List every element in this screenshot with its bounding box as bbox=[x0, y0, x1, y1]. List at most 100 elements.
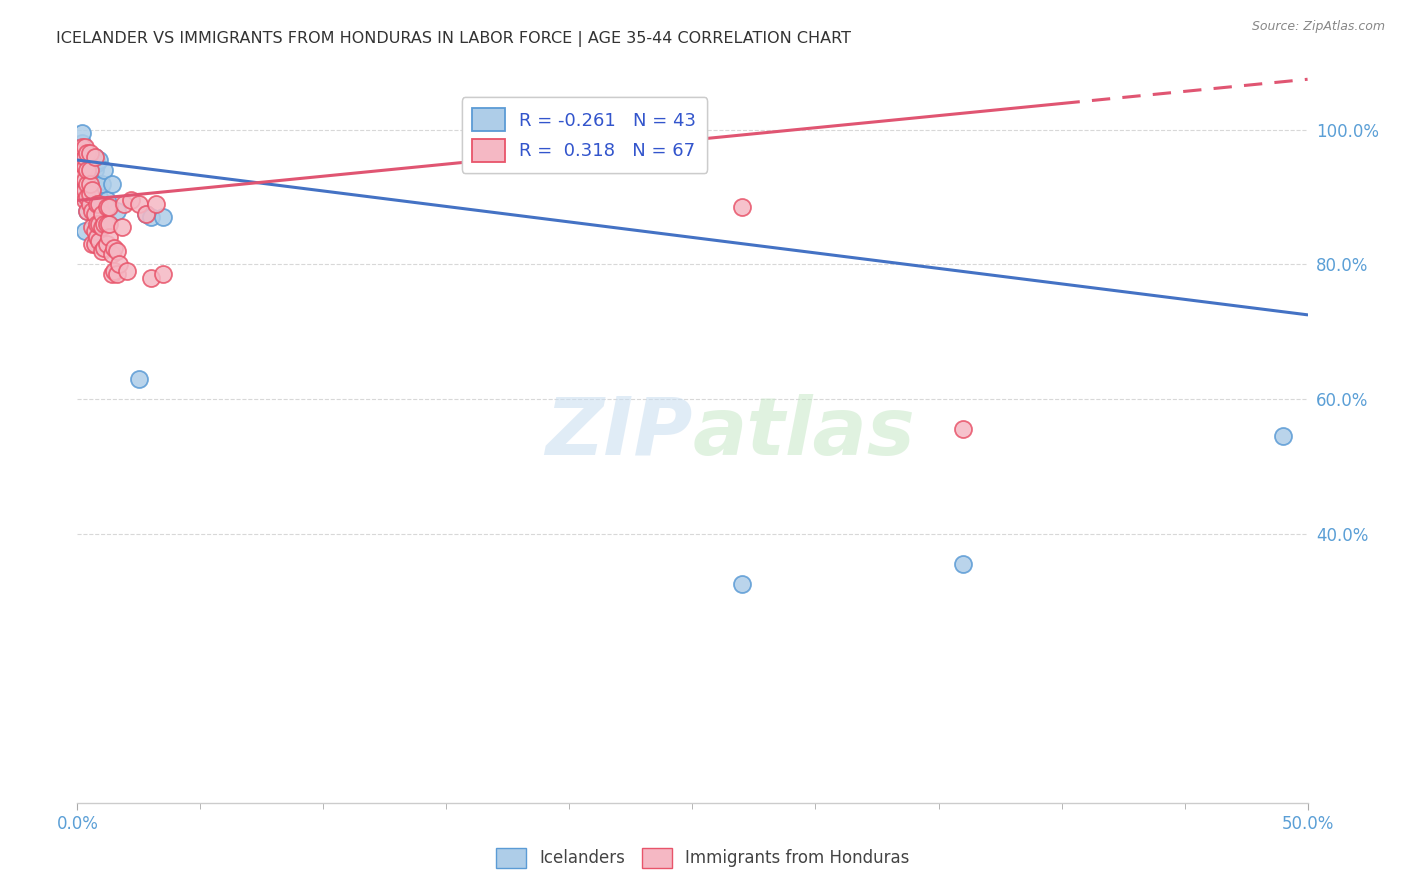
Point bbox=[1272, 429, 1295, 443]
Point bbox=[83, 224, 105, 238]
Point bbox=[90, 177, 114, 191]
Point bbox=[90, 220, 114, 235]
Point bbox=[76, 203, 98, 218]
Point bbox=[101, 247, 124, 261]
Point bbox=[73, 139, 96, 153]
Point bbox=[98, 217, 121, 231]
Point bbox=[952, 557, 974, 571]
Point bbox=[96, 194, 118, 208]
Point bbox=[108, 257, 131, 271]
Point bbox=[105, 203, 128, 218]
Point bbox=[70, 126, 93, 140]
Point bbox=[105, 244, 128, 258]
Point bbox=[152, 211, 174, 225]
Point bbox=[82, 183, 104, 197]
Y-axis label: In Labor Force | Age 35-44: In Labor Force | Age 35-44 bbox=[0, 332, 8, 533]
Point bbox=[70, 163, 93, 178]
Point bbox=[73, 150, 96, 164]
Point bbox=[70, 146, 93, 161]
Point bbox=[145, 196, 167, 211]
Point bbox=[82, 220, 104, 235]
Point bbox=[89, 196, 111, 211]
Point bbox=[76, 163, 98, 178]
Point bbox=[79, 177, 101, 191]
Point bbox=[103, 241, 125, 255]
Point bbox=[73, 194, 96, 208]
Point bbox=[69, 143, 91, 157]
Legend: Icelanders, Immigrants from Honduras: Icelanders, Immigrants from Honduras bbox=[489, 841, 917, 875]
Point bbox=[96, 200, 118, 214]
Point bbox=[111, 220, 132, 235]
Point bbox=[86, 177, 108, 191]
Point bbox=[70, 169, 93, 184]
Point bbox=[105, 268, 128, 282]
Text: atlas: atlas bbox=[693, 393, 915, 472]
Point bbox=[83, 150, 105, 164]
Point bbox=[128, 196, 150, 211]
Point bbox=[69, 139, 91, 153]
Point bbox=[731, 200, 754, 214]
Point bbox=[73, 190, 96, 204]
Point bbox=[89, 234, 111, 248]
Point bbox=[101, 268, 124, 282]
Point bbox=[76, 177, 98, 191]
Point bbox=[69, 153, 91, 167]
Point bbox=[952, 422, 974, 436]
Point bbox=[70, 139, 93, 153]
Point bbox=[112, 196, 135, 211]
Point bbox=[79, 150, 101, 164]
Point bbox=[98, 200, 121, 214]
Point bbox=[70, 150, 93, 164]
Point bbox=[79, 194, 101, 208]
Point bbox=[128, 372, 150, 386]
Point bbox=[73, 183, 96, 197]
Point bbox=[731, 577, 754, 591]
Point bbox=[73, 160, 96, 174]
Point bbox=[86, 230, 108, 244]
Point bbox=[93, 241, 115, 255]
Point bbox=[76, 146, 98, 161]
Point bbox=[86, 217, 108, 231]
Point bbox=[76, 203, 98, 218]
Point bbox=[103, 264, 125, 278]
Point bbox=[141, 270, 163, 285]
Point bbox=[83, 207, 105, 221]
Point bbox=[73, 173, 96, 187]
Point bbox=[79, 177, 101, 191]
Point bbox=[86, 196, 108, 211]
Point bbox=[70, 136, 93, 151]
Point bbox=[98, 230, 121, 244]
Point bbox=[73, 160, 96, 174]
Point bbox=[82, 203, 104, 218]
Text: Source: ZipAtlas.com: Source: ZipAtlas.com bbox=[1251, 20, 1385, 33]
Point bbox=[121, 194, 143, 208]
Text: ZIP: ZIP bbox=[546, 393, 693, 472]
Point bbox=[73, 180, 96, 194]
Point bbox=[79, 186, 101, 201]
Point bbox=[89, 190, 111, 204]
Point bbox=[96, 217, 118, 231]
Point bbox=[96, 237, 118, 252]
Point bbox=[76, 177, 98, 191]
Point bbox=[83, 190, 105, 204]
Point bbox=[89, 153, 111, 167]
Point bbox=[82, 237, 104, 252]
Point bbox=[70, 186, 93, 201]
Point bbox=[135, 207, 157, 221]
Point bbox=[69, 166, 91, 180]
Point bbox=[90, 207, 114, 221]
Point bbox=[90, 244, 114, 258]
Point bbox=[79, 163, 101, 178]
Legend: R = -0.261   N = 43, R =  0.318   N = 67: R = -0.261 N = 43, R = 0.318 N = 67 bbox=[461, 97, 707, 173]
Point bbox=[141, 211, 163, 225]
Point bbox=[79, 196, 101, 211]
Point bbox=[115, 264, 138, 278]
Point bbox=[83, 150, 105, 164]
Point bbox=[70, 169, 93, 184]
Point bbox=[73, 150, 96, 164]
Point bbox=[69, 156, 91, 170]
Point bbox=[79, 163, 101, 178]
Point bbox=[73, 224, 96, 238]
Point bbox=[70, 156, 93, 170]
Point bbox=[152, 268, 174, 282]
